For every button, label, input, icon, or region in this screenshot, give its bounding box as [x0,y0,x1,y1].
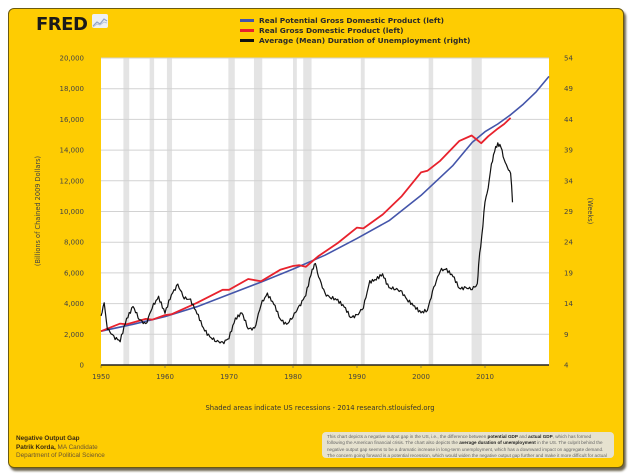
y-tick-label-left: 20,000 [60,55,85,63]
legend-swatch-unemployment-duration [240,38,254,42]
y-tick-label-left: 14,000 [60,147,85,155]
description-bold-unemployment: average duration of unemployment [459,440,536,446]
series-real-gdp [100,117,512,333]
legend-item-unemployment-duration: Average (Mean) Duration of Unemployment … [240,35,470,45]
series-unemployment-duration [100,142,514,345]
y-tick-label-right: 29 [564,208,573,216]
y-tick-label-right: 14 [564,300,573,308]
y-tick-label-right: 24 [564,239,573,247]
legend-item-potential-gdp: Real Potential Gross Domestic Product (l… [240,15,470,25]
description-bold-actual-gdp: actual GDP [528,434,553,439]
legend-label-potential-gdp: Real Potential Gross Domestic Product (l… [259,15,444,25]
x-tick-label: 1980 [284,373,302,381]
y-tick-label-right: 39 [564,147,573,155]
footer-department: Department of Political Science [16,452,105,460]
description-text-4: in the US. The culprit behind the negati… [327,440,607,458]
fred-logo: FRED [36,14,88,35]
y-tick-label-right: 34 [564,177,573,185]
gridlines [101,57,549,335]
chart-line-icon [92,14,108,28]
y-tick-label-right: 9 [564,331,568,339]
y-axis-title-left: (Billions of Chained 2009 Dollars) [34,156,42,266]
y-tick-label-left: 0 [80,362,84,370]
series-potential-gdp [100,75,550,332]
y-axis-title-right: (Weeks) [586,198,594,225]
y-tick-label-left: 10,000 [60,208,85,216]
x-tick-label: 1970 [220,373,238,381]
y-tick-label-left: 18,000 [60,85,85,93]
footer-author-role: MA Candidate [55,443,98,451]
x-tick-label: 2000 [412,373,430,381]
series-lines [100,75,550,345]
description-bold-potential-gdp: potential GDP [487,434,518,439]
legend-item-real-gdp: Real Gross Domestic Product (left) [240,25,470,35]
footer-title: Negative Output Gap [16,435,80,442]
y-tick-label-right: 4 [564,362,569,370]
x-axis-ticks: 1950 1960 1970 1980 1990 2000 2010 [92,365,494,381]
description-text-1: This chart depicts a negative output gap… [327,434,488,439]
y-tick-label-right: 44 [564,116,573,124]
footer-author: Patrik Korda, [16,443,56,451]
chart-legend: Real Potential Gross Domestic Product (l… [240,15,470,45]
footer-author-line: Patrik Korda, MA Candidate [16,444,105,453]
description-text-2: and [517,434,529,439]
x-tick-label: 1990 [348,373,366,381]
legend-swatch-real-gdp [240,28,254,32]
y-tick-label-right: 49 [564,85,573,93]
y-tick-label-left: 12,000 [60,177,85,185]
y-tick-label-left: 4,000 [64,300,84,308]
legend-label-real-gdp: Real Gross Domestic Product (left) [259,25,404,35]
x-tick-label: 2010 [476,373,494,381]
description-text-3: , which has formed following the America… [327,434,592,446]
y-tick-label-left: 2,000 [64,331,84,339]
x-tick-label: 1950 [92,373,110,381]
y-tick-label-left: 6,000 [64,269,84,277]
y-tick-label-right: 54 [564,55,573,63]
legend-swatch-potential-gdp [240,18,254,22]
chart-description: This chart depicts a negative output gap… [322,432,614,458]
y-tick-label-left: 8,000 [64,239,84,247]
legend-label-unemployment-duration: Average (Mean) Duration of Unemployment … [259,35,471,45]
y-tick-label-left: 16,000 [60,116,85,124]
source-note: Shaded areas indicate US recessions - 20… [205,404,435,412]
x-tick-label: 1960 [156,373,174,381]
footer-credits: Negative Output Gap Patrik Korda, MA Can… [16,435,105,461]
y-axis-ticks-left: 0 2,000 4,000 6,000 8,000 10,000 12,000 14,000 1… [60,55,85,370]
y-tick-label-right: 19 [564,269,573,277]
